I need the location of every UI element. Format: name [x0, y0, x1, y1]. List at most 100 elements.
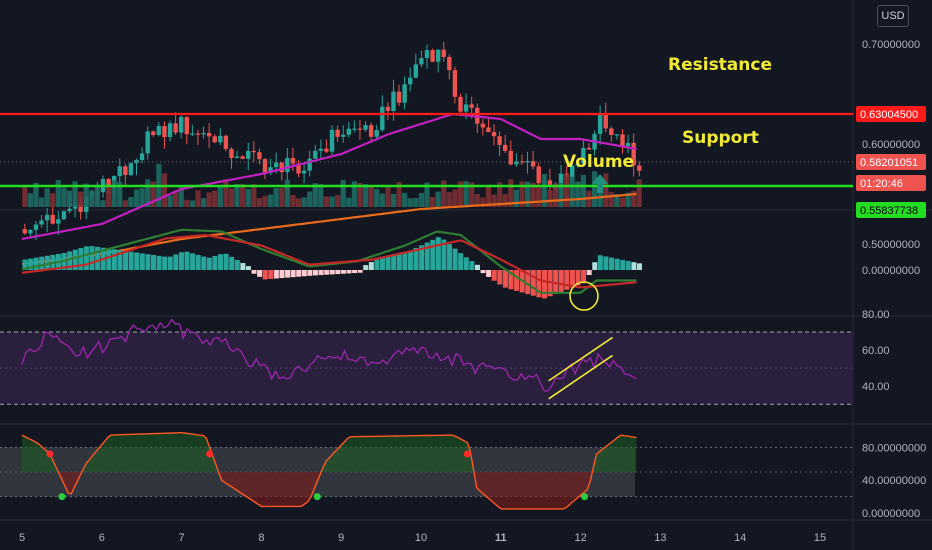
candle-body	[190, 133, 195, 135]
candle-body	[525, 160, 530, 163]
volume-bar	[256, 198, 263, 207]
macd-histogram-bar	[318, 270, 324, 276]
candle-body	[368, 125, 374, 137]
macd-histogram-bar	[530, 270, 536, 296]
volume-bar	[536, 186, 542, 207]
candle-body	[128, 163, 134, 176]
macd-histogram-bar	[178, 252, 184, 270]
volume-bar	[396, 181, 402, 207]
macd-histogram-bar	[28, 258, 34, 270]
candle-body	[162, 125, 167, 138]
volume-bar	[139, 188, 145, 207]
candle-body	[447, 56, 452, 71]
candle-body	[609, 128, 614, 135]
macd-histogram-bar	[502, 270, 508, 288]
candle-body	[318, 148, 324, 151]
volume-bar	[569, 176, 575, 207]
macd-histogram-bar	[575, 270, 581, 286]
volume-bar	[279, 187, 285, 207]
rsi-tick: 60.00	[862, 345, 890, 357]
volume-bar	[284, 179, 290, 207]
volume-bar	[424, 182, 430, 207]
volume-bar	[105, 186, 112, 207]
volume-bar	[251, 184, 257, 207]
volume-bar	[128, 197, 134, 207]
macd-histogram-bar	[374, 259, 380, 270]
volume-bar	[614, 194, 620, 207]
candle-body	[502, 144, 508, 151]
volume-bar	[83, 183, 89, 207]
candle-body	[352, 128, 357, 130]
candle-body	[201, 132, 206, 135]
volume-bar	[485, 185, 492, 207]
volume-bar	[603, 173, 609, 207]
volume-bar	[94, 186, 101, 207]
candle-body	[419, 58, 424, 65]
stoch-tick: 0.00000000	[862, 508, 920, 520]
macd-histogram-bar	[67, 251, 73, 270]
volume-bar	[429, 196, 436, 207]
volume-bar	[89, 190, 95, 207]
volume-label: Volume	[563, 152, 634, 172]
macd-histogram-bar	[201, 256, 207, 270]
rsi-tick: 40.00	[862, 381, 890, 393]
volume-bar	[22, 186, 28, 207]
macd-histogram-bar	[413, 247, 419, 270]
volume-bar	[117, 181, 123, 207]
volume-bar	[234, 184, 240, 207]
volume-bar	[418, 193, 424, 207]
volume-bar	[552, 183, 559, 207]
volume-bar	[446, 192, 452, 207]
stoch-tick: 80.00000000	[862, 442, 926, 454]
time-tick: 10	[415, 532, 427, 544]
candle-body	[625, 142, 631, 147]
macd-histogram-bar	[245, 266, 251, 270]
candle-body	[44, 214, 50, 221]
macd-histogram-bar	[636, 263, 642, 270]
macd-histogram-bar	[597, 255, 603, 270]
time-tick: 9	[338, 532, 344, 544]
currency-button[interactable]: USD	[877, 5, 909, 27]
candle-body	[463, 104, 469, 112]
macd-histogram-bar	[491, 270, 497, 281]
candle-body	[212, 136, 217, 143]
macd-histogram-bar	[441, 239, 447, 270]
stoch-signal-dot	[46, 450, 54, 458]
macd-histogram-bar	[184, 251, 190, 270]
volume-bar	[200, 198, 207, 207]
price-tick: 0.50000000	[862, 239, 920, 251]
time-tick: 15	[814, 532, 826, 544]
candle-body	[290, 157, 296, 164]
volume-bar	[474, 193, 480, 207]
macd-histogram-bar	[614, 258, 620, 270]
volume-bar	[290, 195, 296, 207]
volume-bar	[385, 187, 391, 207]
macd-histogram-bar	[229, 256, 235, 270]
volume-bar	[558, 182, 564, 207]
macd-histogram-bar	[234, 259, 240, 270]
volume-bar	[145, 179, 151, 207]
volume-bar	[301, 197, 307, 207]
candle-body	[223, 135, 229, 149]
countdown-label-bg	[856, 175, 926, 191]
volume-bar	[530, 182, 536, 207]
candle-body	[218, 135, 223, 143]
candle-body	[363, 125, 368, 130]
time-tick: 14	[734, 532, 746, 544]
candle-body	[441, 49, 446, 57]
volume-bar	[206, 192, 212, 207]
macd-histogram-bar	[474, 264, 480, 270]
candle-body	[50, 214, 55, 224]
candle-body	[424, 50, 430, 59]
price-tick: 0.60000000	[862, 139, 920, 151]
volume-bar	[329, 196, 335, 207]
volume-bar	[390, 193, 397, 207]
candle-body	[335, 129, 340, 137]
volume-bar	[379, 193, 385, 207]
macd-tick: 0.00000000	[862, 265, 920, 277]
volume-bar	[212, 190, 218, 207]
candle-body	[357, 128, 363, 130]
macd-histogram-bar	[139, 253, 145, 270]
volume-bar	[217, 186, 223, 207]
